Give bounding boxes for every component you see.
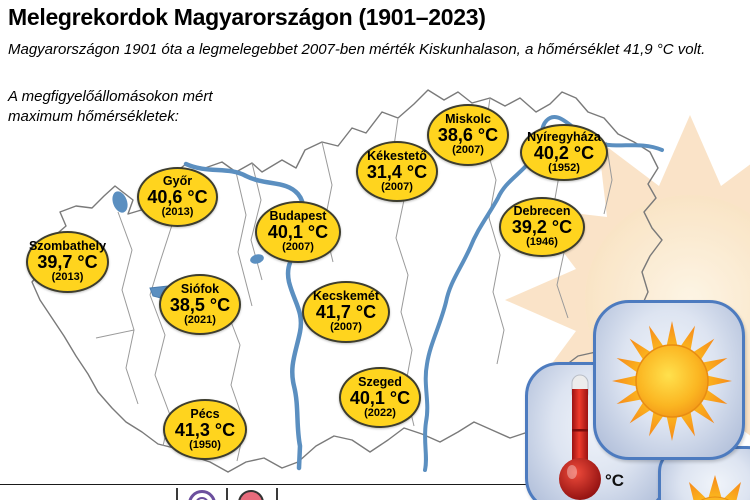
station-temp: 39,7 °C [37, 252, 98, 273]
station-bubble-szombathely: Szombathely 39,7 °C (2013) [26, 231, 109, 293]
station-name: Kecskemét [312, 289, 379, 304]
station-temp: 40,1 °C [267, 222, 329, 243]
station-year: (1952) [548, 161, 580, 174]
station-name: Győr [162, 174, 193, 189]
station-year: (2021) [184, 313, 216, 326]
station-bubble-debrecen: Debrecen 39,2 °C (1946) [499, 197, 585, 257]
small-sun-icon [689, 475, 741, 500]
map-note-line2: maximum hőmérsékletek: [8, 108, 179, 125]
thermometer-icon: °C [559, 374, 624, 500]
station-bubble-szeged: Szeged 40,1 °C (2022) [339, 367, 421, 428]
station-temp: 40,1 °C [349, 387, 411, 408]
station-name: Debrecen [513, 204, 571, 219]
station-temp: 40,2 °C [533, 142, 595, 163]
station-year: (2022) [364, 406, 396, 419]
footer-logos [150, 487, 300, 500]
logo-separator [176, 488, 178, 500]
station-name: Nyíregyháza [527, 129, 601, 144]
station-bubble-siofok: Siófok 38,5 °C (2021) [159, 274, 241, 335]
lake-velence [250, 254, 264, 264]
station-bubble-miskolc: Miskolc 38,6 °C (2007) [427, 104, 509, 166]
lake-ferto [112, 191, 128, 213]
station-year: (1950) [189, 438, 221, 451]
station-year: (2007) [381, 180, 413, 193]
station-name: Siófok [180, 281, 220, 296]
station-name: Szombathely [28, 239, 107, 254]
dot-logo-icon [238, 490, 264, 500]
station-temp: 31,4 °C [366, 161, 428, 182]
station-temp: 39,2 °C [511, 217, 573, 238]
station-temp: 38,6 °C [437, 125, 499, 146]
station-year: (1946) [526, 236, 558, 249]
sun-app-icon [593, 300, 745, 460]
ring-logo-icon [188, 490, 216, 500]
station-year: (2007) [282, 241, 314, 254]
station-name: Miskolc [445, 112, 491, 127]
logo-separator [226, 488, 228, 500]
station-year: (2007) [330, 321, 362, 334]
subtitle: Magyarországon 1901 óta a legmelegebbet … [8, 41, 706, 58]
station-name: Pécs [190, 406, 220, 421]
logo-separator [276, 488, 278, 500]
station-year: (2013) [51, 271, 84, 284]
station-bubble-kecskemet: Kecskemét 41,7 °C (2007) [302, 281, 390, 343]
station-bubble-kekesteto: Kékestető 31,4 °C (2007) [356, 141, 438, 202]
map-note-line1: A megfigyelőállomásokon mért [8, 88, 213, 105]
station-year: (2013) [161, 206, 194, 219]
station-bubble-pecs: Pécs 41,3 °C (1950) [163, 399, 247, 460]
station-temp: 40,6 °C [147, 187, 208, 208]
station-bubble-nyiregyhaza: Nyíregyháza 40,2 °C (1952) [520, 124, 608, 181]
station-temp: 38,5 °C [169, 294, 231, 315]
station-year: (2007) [452, 144, 484, 157]
station-bubble-gyor: Győr 40,6 °C (2013) [137, 167, 218, 227]
station-temp: 41,3 °C [174, 419, 236, 440]
page-title: Melegrekordok Magyarországon (1901–2023) [8, 4, 486, 30]
station-name: Budapest [269, 209, 327, 224]
map-note: A megfigyelőállomásokon mért maximum hőm… [8, 87, 213, 127]
footer-divider [0, 484, 750, 485]
sun-icon [612, 321, 732, 441]
station-name: Kékestető [367, 148, 427, 163]
station-name: Szeged [358, 374, 402, 389]
celsius-label: °C [605, 471, 624, 490]
station-temp: 41,7 °C [315, 302, 377, 323]
station-bubble-budapest: Budapest 40,1 °C (2007) [255, 201, 341, 263]
